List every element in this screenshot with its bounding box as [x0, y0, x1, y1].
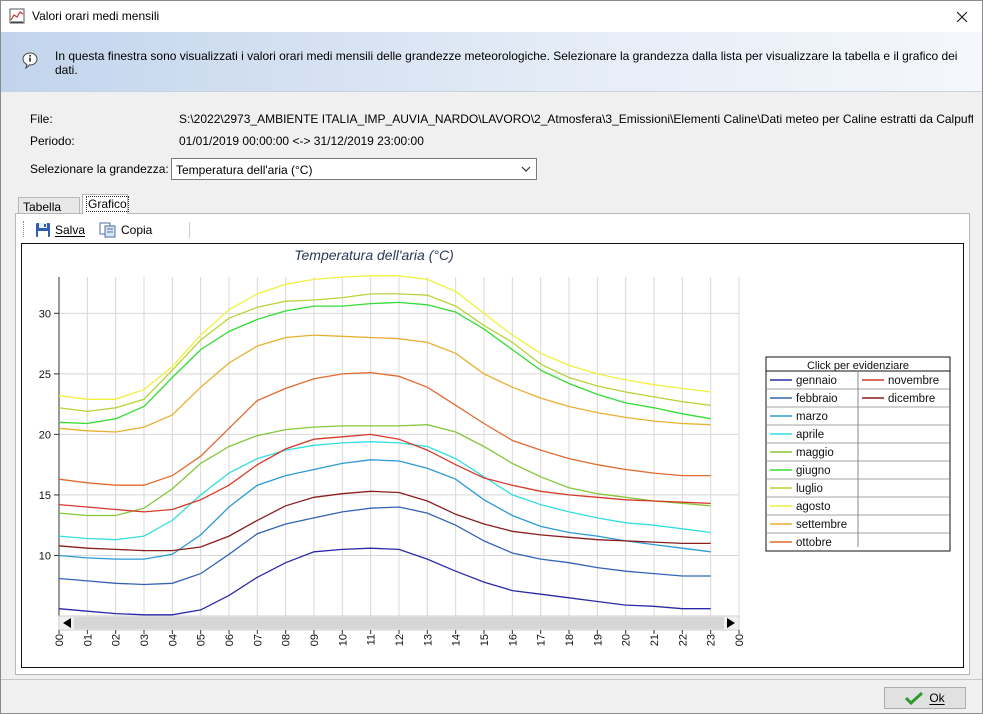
x-tick-label: 22 [677, 634, 689, 646]
series-line-febbraio[interactable] [58, 506, 711, 586]
tab-label: Grafico [86, 196, 129, 212]
ok-label: Ok [929, 691, 945, 705]
chart-container: Temperatura dell'aria (°C) 10 15 20 25 30 00 01… [21, 243, 964, 668]
legend-item-aprile[interactable]: aprile [796, 429, 824, 441]
temperature-line-chart[interactable]: Temperatura dell'aria (°C) 10 15 20 25 30 00 01… [22, 244, 963, 667]
info-bubble-icon [22, 52, 38, 69]
x-tick-label: 04 [167, 634, 179, 646]
y-tick-label: 15 [39, 490, 51, 502]
x-tick-label: 10 [337, 634, 349, 646]
legend-title: Click per evidenziare [807, 360, 909, 372]
chart-app-icon [9, 8, 25, 24]
y-tick-label: 25 [39, 369, 51, 381]
x-tick-label: 23 [706, 634, 718, 646]
x-tick-label: 01 [82, 634, 94, 646]
y-tick-label: 30 [39, 308, 51, 320]
copy-button[interactable]: Copia [99, 221, 152, 239]
x-tick-label: 09 [309, 634, 321, 646]
close-button[interactable] [942, 1, 982, 32]
series-line-gennaio[interactable] [58, 547, 711, 616]
title-bar: Valori orari medi mensili [1, 1, 982, 32]
legend-item-febbraio[interactable]: febbraio [796, 393, 838, 405]
file-path-value: S:\2022\2973_AMBIENTE ITALIA_IMP_AUVIA_N… [179, 112, 973, 126]
ok-button[interactable]: Ok [884, 687, 966, 709]
x-tick-label: 18 [564, 634, 576, 646]
series-line-luglio[interactable] [58, 293, 711, 413]
tab-grafico[interactable]: Grafico [82, 194, 129, 214]
scroll-right-arrow-icon[interactable] [727, 618, 735, 628]
x-tick-label: 08 [281, 634, 293, 646]
x-tick-label: 03 [139, 634, 151, 646]
select-quantity-label: Selezionare la grandezza: [30, 162, 169, 176]
legend-item-settembre[interactable]: settembre [796, 519, 847, 531]
copy-icon [99, 222, 116, 238]
x-tick-label: 16 [507, 634, 519, 646]
legend-item-agosto[interactable]: agosto [796, 501, 831, 513]
save-button[interactable]: Salva [35, 221, 85, 239]
legend-item-giugno[interactable]: giugno [796, 465, 831, 477]
quantity-select[interactable]: Temperatura dell'aria (°C) [171, 158, 537, 180]
series-line-aprile[interactable] [58, 441, 711, 541]
x-tick-label: 13 [422, 634, 434, 646]
x-tick-label: 20 [621, 634, 633, 646]
chart-toolbar: Salva Copia [21, 218, 961, 242]
legend-item-gennaio[interactable]: gennaio [796, 375, 837, 387]
file-label: File: [30, 112, 53, 126]
save-label: Salva [55, 223, 86, 237]
toolbar-separator [189, 222, 190, 238]
series-line-novembre[interactable] [58, 433, 711, 513]
series-line-dicembre[interactable] [58, 490, 711, 552]
series-line-settembre[interactable] [58, 334, 711, 433]
x-tick-label: 21 [649, 634, 661, 646]
quantity-select-value: Temperatura dell'aria (°C) [176, 163, 313, 177]
x-tick-label: 12 [394, 634, 406, 646]
x-tick-label: 15 [479, 634, 491, 646]
series-line-maggio[interactable] [58, 424, 711, 517]
x-tick-label: 06 [224, 634, 236, 646]
toolbar-grip[interactable] [23, 221, 26, 237]
x-tick-label: 05 [196, 634, 208, 646]
chevron-down-icon [521, 166, 531, 172]
x-tick-label: 14 [451, 634, 463, 646]
period-label: Periodo: [30, 134, 75, 148]
y-tick-label: 20 [39, 429, 51, 441]
floppy-disk-icon [36, 223, 50, 237]
chart-title: Temperatura dell'aria (°C) [294, 247, 453, 263]
chart-scrollbar-thumb[interactable] [74, 617, 724, 629]
legend-item-dicembre[interactable]: dicembre [888, 393, 935, 405]
series-line-ottobre[interactable] [58, 371, 711, 486]
x-tick-label: 02 [111, 634, 123, 646]
period-value: 01/01/2019 00:00:00 <-> 31/12/2019 23:00… [179, 134, 424, 148]
close-icon [956, 11, 968, 22]
legend-item-maggio[interactable]: maggio [796, 447, 834, 459]
x-tick-label: 19 [592, 634, 604, 646]
legend-item-marzo[interactable]: marzo [796, 411, 828, 423]
copy-label: Copia [121, 223, 153, 237]
x-tick-label: 07 [252, 634, 264, 646]
x-tick-label: 00 [54, 634, 66, 646]
legend-item-ottobre[interactable]: ottobre [796, 537, 832, 549]
x-tick-label: 00 [734, 634, 746, 646]
x-tick-label: 11 [366, 634, 378, 645]
series-line-agosto[interactable] [58, 275, 711, 400]
y-tick-label: 10 [39, 550, 51, 562]
info-banner: In questa finestra sono visualizzati i v… [1, 32, 982, 92]
legend-item-novembre[interactable]: novembre [888, 375, 939, 387]
series-line-giugno[interactable] [58, 301, 711, 425]
scroll-left-arrow-icon[interactable] [63, 618, 71, 628]
checkmark-icon [905, 691, 924, 705]
banner-text: In questa finestra sono visualizzati i v… [55, 49, 958, 77]
footer-divider [1, 679, 982, 680]
window-title: Valori orari medi mensili [32, 9, 160, 23]
x-tick-label: 17 [536, 634, 548, 646]
series-line-marzo[interactable] [58, 459, 711, 560]
legend-item-luglio[interactable]: luglio [796, 483, 823, 495]
